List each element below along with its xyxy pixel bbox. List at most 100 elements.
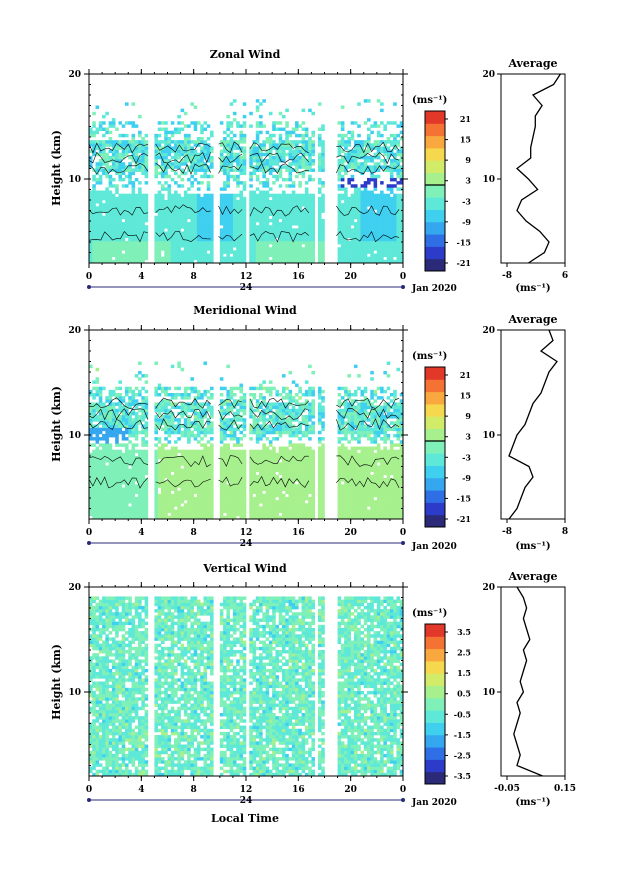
heat-cell — [389, 165, 394, 169]
heat-cell — [252, 484, 257, 488]
heat-cell — [396, 215, 401, 220]
heat-cell — [347, 231, 351, 235]
heat-cell — [105, 152, 109, 157]
heat-cell — [128, 484, 132, 488]
heat-cell — [340, 196, 345, 201]
heat-cell — [367, 203, 371, 207]
heat-cell — [350, 256, 355, 261]
heat-cell — [167, 433, 172, 438]
colorbar-swatch — [425, 184, 445, 198]
heat-cell — [285, 108, 289, 113]
heat-cell — [229, 452, 234, 457]
heat-cell — [196, 222, 201, 226]
heat-cell — [252, 190, 257, 194]
colorbar-tick-label: 21 — [460, 114, 471, 124]
heat-cell — [298, 218, 302, 223]
heat-cell — [399, 137, 404, 141]
heat-cell — [367, 250, 371, 254]
heat-cell — [350, 250, 355, 254]
heat-cell — [190, 253, 194, 257]
heat-cell — [89, 389, 93, 394]
heat-cell — [376, 215, 381, 220]
heat-cell — [111, 177, 116, 182]
heat-cell — [131, 449, 136, 454]
heat-cell — [242, 162, 247, 166]
heat-cell — [252, 418, 257, 422]
heat-cell — [311, 215, 315, 220]
heat-cell — [255, 140, 260, 144]
heat-cell — [389, 244, 394, 248]
heat-cell — [223, 206, 227, 210]
heat-cell — [376, 196, 381, 201]
heat-cell — [111, 253, 116, 257]
heat-cell — [259, 259, 263, 264]
heat-cell — [128, 496, 132, 501]
heat-cell — [272, 155, 276, 160]
heat-cell — [200, 231, 204, 235]
heat-cell — [92, 121, 96, 125]
heat-cell — [141, 259, 145, 264]
heat-cell — [121, 152, 126, 157]
heat-cell — [367, 118, 371, 122]
heat-cell — [160, 493, 165, 498]
heat-cell — [92, 402, 96, 406]
heat-cell — [128, 228, 132, 232]
heat-cell — [393, 203, 397, 207]
heat-cell — [236, 152, 240, 157]
heat-cell — [183, 430, 188, 435]
heat-cell — [396, 240, 401, 245]
heat-cell — [383, 168, 387, 172]
heat-cell — [190, 237, 194, 242]
heat-cell — [340, 256, 345, 261]
heat-cell — [363, 99, 368, 103]
heat-cell — [242, 225, 247, 229]
heat-cell — [360, 206, 365, 210]
heat-cell — [206, 512, 211, 517]
heat-cell — [180, 171, 185, 176]
heat-cell — [124, 225, 129, 229]
heat-cell — [360, 259, 365, 264]
heat-cell — [102, 418, 106, 422]
heat-cell — [321, 127, 325, 131]
heat-cell — [281, 177, 286, 182]
heat-cell — [203, 493, 208, 498]
heat-cell — [111, 427, 116, 432]
heat-cell — [190, 174, 194, 179]
heat-cell — [236, 474, 240, 479]
heat-cell — [347, 162, 351, 166]
heat-cell — [102, 452, 106, 457]
heat-cell — [121, 468, 126, 473]
heat-cell — [396, 193, 401, 198]
heat-cell — [160, 222, 165, 226]
heat-cell — [242, 203, 247, 207]
heat-cell — [308, 155, 312, 160]
heat-cell — [154, 193, 158, 198]
heat-cell — [98, 124, 103, 128]
heat-cell — [239, 512, 244, 517]
heat-cell — [380, 228, 384, 232]
heat-cell — [108, 240, 113, 245]
heat-cell — [134, 462, 139, 466]
heat-cell — [291, 228, 296, 232]
heat-cell — [226, 424, 230, 428]
heat-cell — [203, 244, 208, 248]
heat-cell — [259, 437, 263, 441]
heat-cell — [203, 462, 208, 466]
heat-cell — [396, 222, 401, 226]
colorbar-swatch — [425, 209, 445, 223]
heat-cell — [265, 237, 270, 242]
heat-cell — [102, 250, 106, 254]
heat-cell — [383, 222, 387, 226]
heat-cell — [226, 155, 230, 160]
heat-cell — [141, 512, 145, 517]
heat-cell — [363, 149, 368, 154]
heat-cell — [95, 405, 100, 410]
heat-cell — [210, 396, 214, 400]
heat-cell — [196, 500, 201, 504]
heat-cell — [380, 190, 384, 194]
heat-cell — [304, 127, 309, 131]
heat-cell — [317, 181, 322, 185]
heat-cell — [121, 149, 126, 154]
heat-cell — [249, 237, 253, 242]
heat-cell — [170, 402, 175, 406]
